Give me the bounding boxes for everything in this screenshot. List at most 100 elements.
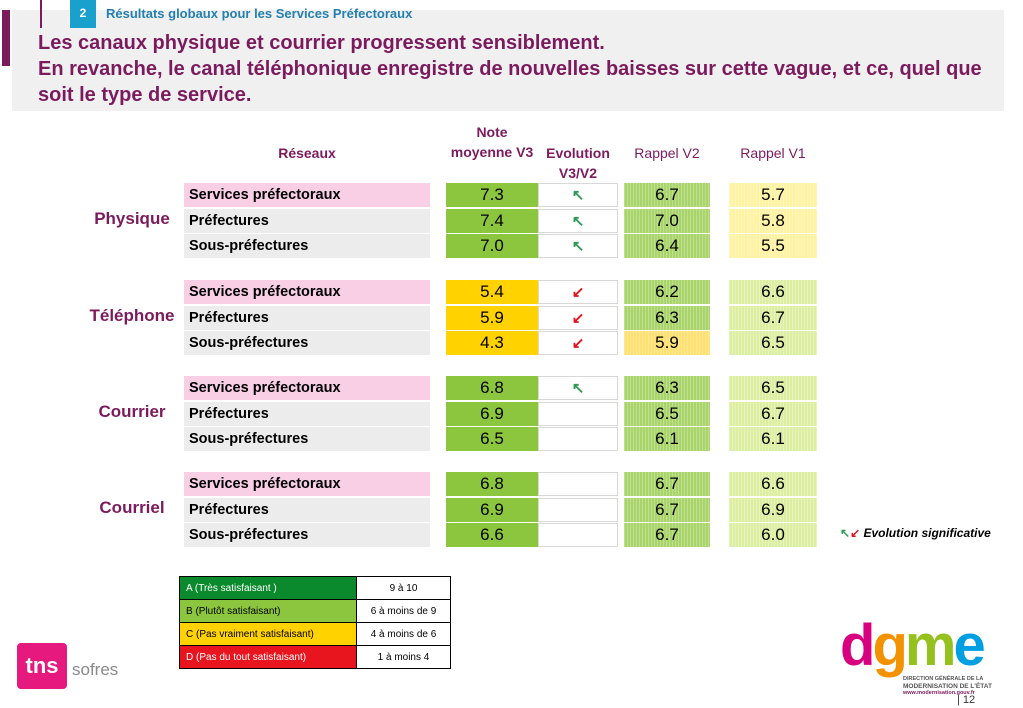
cell-evolution (538, 427, 618, 451)
row-label: Préfectures (184, 306, 430, 330)
cell-v1: 6.7 (729, 306, 817, 330)
row-label: Sous-préfectures (184, 234, 430, 258)
tns-logo: tns (17, 643, 67, 689)
cell-v1: 6.9 (729, 498, 817, 522)
scale-label: C (Pas vraiment satisfaisant) (179, 622, 357, 646)
scale-row: A (Très satisfaisant ) 9 à 10 (179, 576, 451, 600)
cell-v3: 7.4 (446, 209, 538, 233)
evolution-up-icon: ↖ (538, 183, 618, 207)
row-label: Préfectures (184, 498, 430, 522)
dgme-logo: dgme (840, 613, 986, 678)
dgme-letter-m: m (904, 613, 957, 678)
cell-v1: 6.1 (729, 427, 817, 451)
cell-v2: 5.9 (624, 331, 710, 355)
evolution-legend: ↖↙ Evolution significative (840, 526, 991, 540)
header-top-strip (40, 0, 1004, 28)
cell-v1: 6.6 (729, 472, 817, 496)
cell-evolution (538, 402, 618, 426)
cell-v2: 6.7 (624, 523, 710, 547)
cell-v3: 6.8 (446, 376, 538, 400)
cell-v2: 6.7 (624, 183, 710, 207)
arrow-up-icon: ↖ (840, 526, 851, 540)
cell-v1: 5.7 (729, 183, 817, 207)
cell-v1: 6.0 (729, 523, 817, 547)
cell-v2: 6.7 (624, 472, 710, 496)
evolution-down-icon: ↙ (538, 306, 618, 330)
scale-label: D (Pas du tout satisfaisant) (179, 645, 357, 669)
scale-row: B (Plutôt satisfaisant) 6 à moins de 9 (179, 599, 451, 623)
col-header-v1: Rappel V1 (740, 145, 806, 161)
col-header-v2: Rappel V2 (634, 145, 700, 161)
col-header-evolution: Evolution V3/V2 (546, 145, 610, 181)
row-label: Services préfectoraux (184, 376, 430, 400)
cell-v3: 6.5 (446, 427, 538, 451)
group-label-courriel: Courriel (99, 498, 165, 517)
section-title: Résultats globaux pour les Services Préf… (106, 6, 413, 21)
scale-range: 9 à 10 (356, 576, 451, 600)
col-header-reseaux: Réseaux (278, 145, 336, 161)
cell-v3: 6.9 (446, 402, 538, 426)
cell-evolution (538, 523, 618, 547)
header-accent-bar (2, 10, 10, 66)
cell-v1: 6.5 (729, 331, 817, 355)
cell-v3: 6.8 (446, 472, 538, 496)
arrow-down-icon: ↙ (850, 526, 861, 540)
headline-line-1: Les canaux physique et courrier progress… (38, 32, 605, 54)
evolution-down-icon: ↙ (538, 280, 618, 304)
cell-v3: 4.3 (446, 331, 538, 355)
cell-v3: 6.9 (446, 498, 538, 522)
evolution-down-icon: ↙ (538, 331, 618, 355)
cell-v3: 5.4 (446, 280, 538, 304)
scale-range: 6 à moins de 9 (356, 599, 451, 623)
evolution-up-icon: ↖ (538, 209, 618, 233)
cell-v2: 6.2 (624, 280, 710, 304)
rating-scale-table: A (Très satisfaisant ) 9 à 10 B (Plutôt s… (179, 576, 451, 669)
cell-v1: 6.7 (729, 402, 817, 426)
group-label-téléphone: Téléphone (89, 306, 175, 325)
row-label: Préfectures (184, 209, 430, 233)
cell-evolution (538, 472, 618, 496)
header-band (12, 10, 1004, 111)
cell-v3: 5.9 (446, 306, 538, 330)
dgme-letter-d: d (840, 613, 875, 678)
row-label: Sous-préfectures (184, 523, 430, 547)
scale-range: 4 à moins de 6 (356, 622, 451, 646)
sofres-logo-text: sofres (72, 660, 119, 679)
evolution-up-icon: ↖ (538, 234, 618, 258)
page-number: | 12 (957, 694, 976, 706)
dgme-line-1: DIRECTION GÉNÉRALE DE LA (903, 676, 984, 682)
evolution-legend-text: Evolution significative (863, 526, 991, 540)
dgme-letter-e: e (953, 613, 985, 678)
cell-v2: 6.1 (624, 427, 710, 451)
headline-line-2: En revanche, le canal téléphonique enreg… (38, 58, 982, 106)
evolution-up-icon: ↖ (538, 376, 618, 400)
scale-range: 1 à moins 4 (356, 645, 451, 669)
dgme-url: www.modernisation.gouv.fr (903, 690, 975, 696)
cell-v2: 6.4 (624, 234, 710, 258)
cell-v2: 7.0 (624, 209, 710, 233)
row-label: Sous-préfectures (184, 331, 430, 355)
cell-v3: 7.3 (446, 183, 538, 207)
page-headline: Les canaux physique et courrier progress… (38, 30, 988, 108)
cell-v2: 6.3 (624, 376, 710, 400)
scale-row: D (Pas du tout satisfaisant) 1 à moins 4 (179, 645, 451, 669)
cell-v3: 6.6 (446, 523, 538, 547)
dgme-line-2: MODERNISATION DE L'ÉTAT (903, 683, 992, 690)
scale-label: B (Plutôt satisfaisant) (179, 599, 357, 623)
scale-row: C (Pas vraiment satisfaisant) 4 à moins d… (179, 622, 451, 646)
cell-evolution (538, 498, 618, 522)
cell-v1: 5.8 (729, 209, 817, 233)
cell-v1: 6.6 (729, 280, 817, 304)
cell-v2: 6.5 (624, 402, 710, 426)
row-label: Sous-préfectures (184, 427, 430, 451)
cell-v2: 6.7 (624, 498, 710, 522)
scale-label: A (Très satisfaisant ) (179, 576, 357, 600)
row-label: Préfectures (184, 402, 430, 426)
col-header-note: Note moyenne V3 (450, 124, 534, 160)
cell-v1: 6.5 (729, 376, 817, 400)
section-number: 2 (70, 0, 96, 28)
row-label: Services préfectoraux (184, 280, 430, 304)
row-label: Services préfectoraux (184, 472, 430, 496)
cell-v2: 6.3 (624, 306, 710, 330)
group-label-courrier: Courrier (98, 402, 166, 421)
